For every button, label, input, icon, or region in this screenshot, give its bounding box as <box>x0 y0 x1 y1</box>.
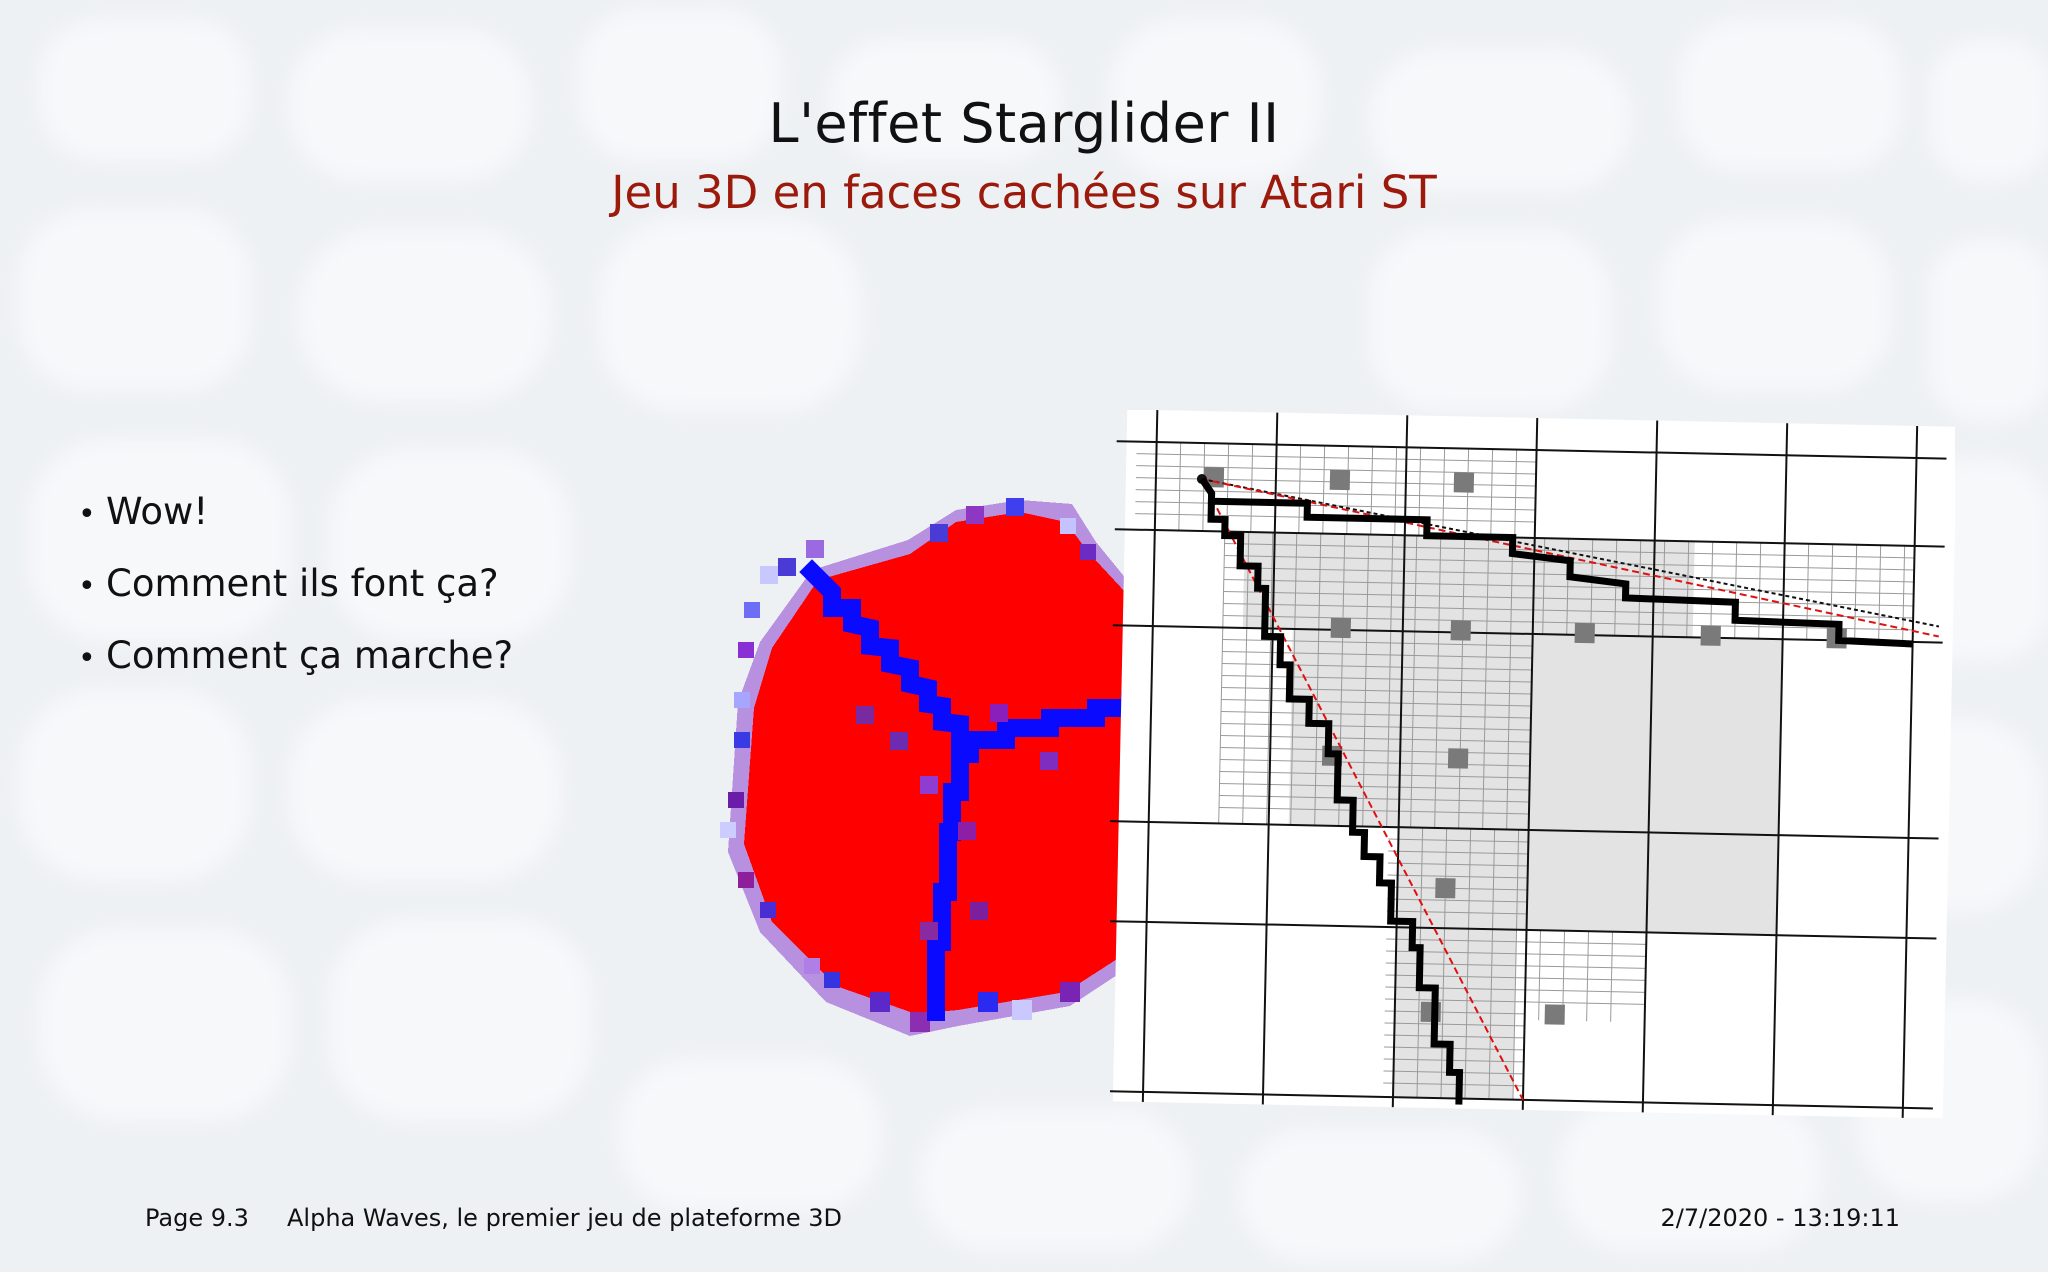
footer-datetime: 2/7/2020 - 13:19:11 <box>1660 1204 1901 1232</box>
bullet-icon: • <box>78 569 96 604</box>
bullet-text: Comment ça marche? <box>106 634 514 677</box>
bullet-list: • Wow! • Comment ils font ça? • Comment ça … <box>78 482 513 698</box>
footer-page-number: Page 9.3 <box>145 1204 249 1232</box>
slide-title: L'effet Starglider II <box>768 92 1280 155</box>
bullet-item: • Comment ils font ça? <box>78 554 513 626</box>
bullet-icon: • <box>78 641 96 676</box>
bullet-item: • Wow! <box>78 482 513 554</box>
slide-subtitle: Jeu 3D en faces cachées sur Atari ST <box>611 166 1437 219</box>
bullet-text: Comment ils font ça? <box>106 562 499 605</box>
bullet-item: • Comment ça marche? <box>78 626 513 698</box>
bullet-icon: • <box>78 497 96 532</box>
rasterization-grid-image <box>1110 410 1955 1118</box>
bullet-text: Wow! <box>106 490 209 533</box>
footer-presentation-title: Alpha Waves, le premier jeu de plateform… <box>287 1204 842 1232</box>
